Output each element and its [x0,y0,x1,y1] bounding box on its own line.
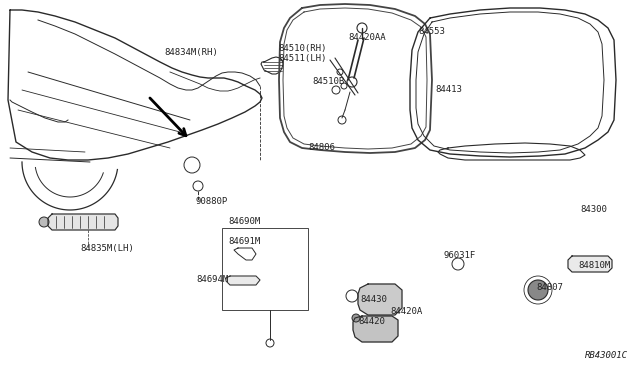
Polygon shape [226,276,260,285]
Text: 84807: 84807 [536,283,563,292]
Text: 84691M: 84691M [228,237,260,247]
Text: 84420: 84420 [358,317,385,327]
Text: 84690M: 84690M [228,218,260,227]
Text: 84806: 84806 [308,144,335,153]
Text: 84420A: 84420A [390,308,422,317]
Polygon shape [358,284,402,315]
Text: 84300: 84300 [580,205,607,215]
Text: RB43001C: RB43001C [585,351,628,360]
Text: 84510(RH): 84510(RH) [278,44,326,52]
Polygon shape [353,316,398,342]
Circle shape [352,314,360,322]
Text: 84810M: 84810M [578,262,611,270]
Text: 96031F: 96031F [444,251,476,260]
Text: 84835M(LH): 84835M(LH) [80,244,134,253]
Text: 84510B: 84510B [312,77,344,87]
Text: 84430: 84430 [360,295,387,305]
Text: 84413: 84413 [435,86,462,94]
Text: 84694M: 84694M [196,276,228,285]
Polygon shape [568,256,612,272]
Text: 84511(LH): 84511(LH) [278,54,326,62]
Circle shape [39,217,49,227]
Text: 84553: 84553 [418,28,445,36]
Text: 90880P: 90880P [196,198,228,206]
Text: 84420AA: 84420AA [348,33,386,42]
Polygon shape [48,214,118,230]
Text: 84834M(RH): 84834M(RH) [164,48,218,57]
Circle shape [528,280,548,300]
